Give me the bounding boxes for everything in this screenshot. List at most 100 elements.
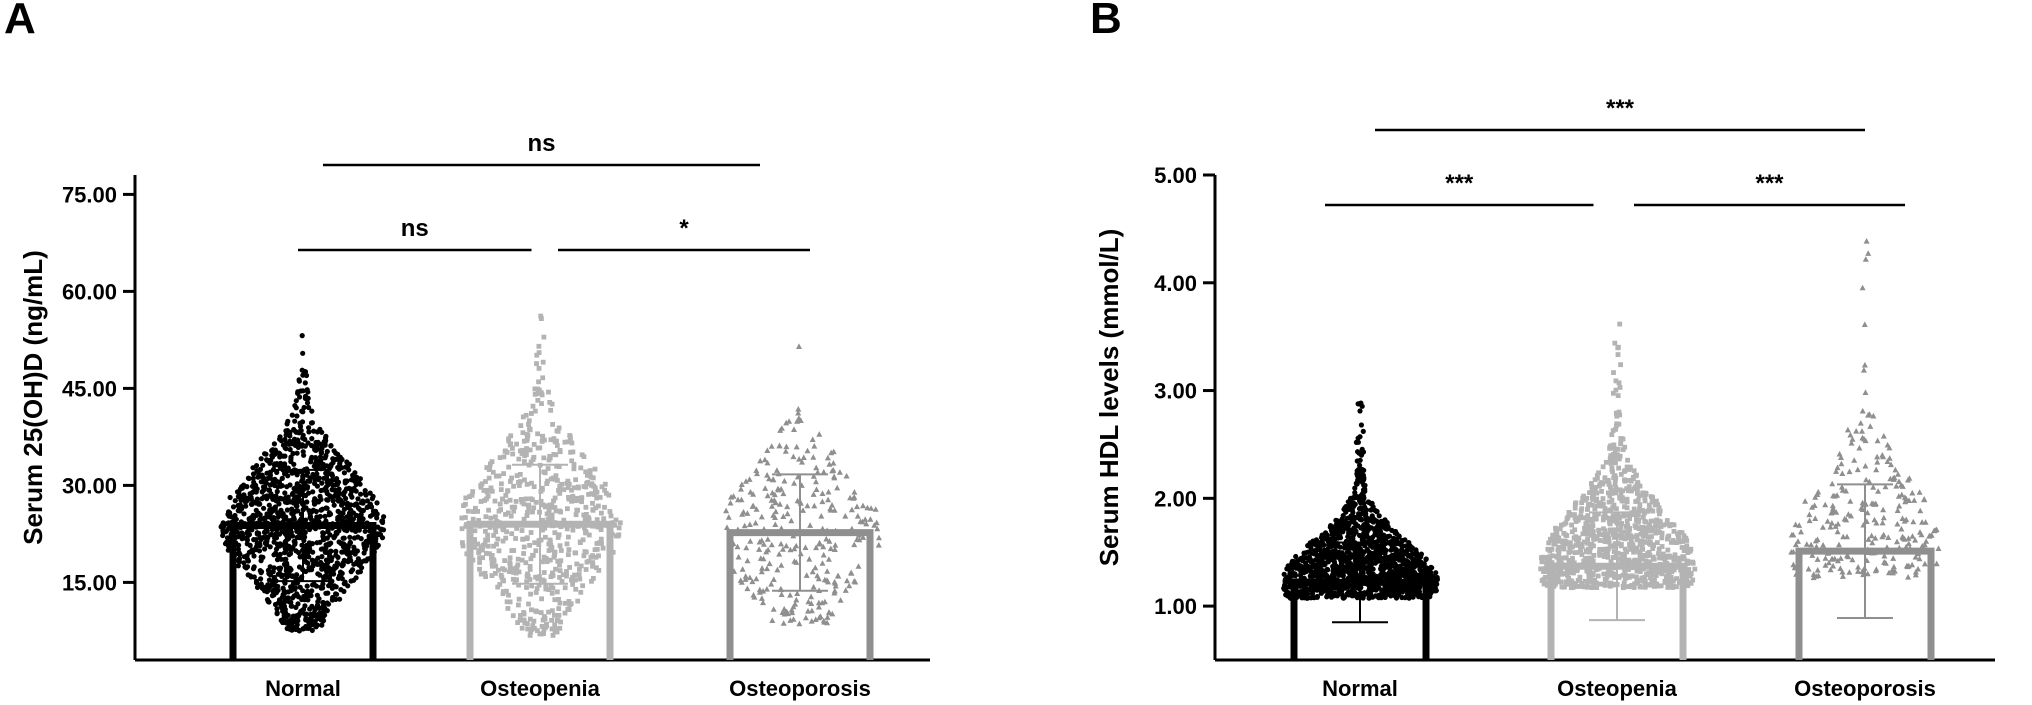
data-point [290, 581, 296, 587]
data-point [1583, 521, 1589, 527]
data-point [772, 499, 779, 506]
data-point [1559, 522, 1564, 528]
data-point [300, 435, 306, 441]
data-point [1659, 530, 1665, 536]
data-point [341, 492, 347, 498]
data-point [1384, 573, 1390, 579]
data-point [1588, 545, 1593, 551]
data-point [1872, 535, 1879, 541]
data-point [334, 481, 340, 487]
data-point [770, 512, 777, 518]
data-point [353, 488, 359, 494]
data-point [1618, 436, 1624, 441]
data-point [1362, 543, 1368, 549]
data-point [1592, 506, 1598, 511]
data-point [1564, 568, 1570, 574]
data-point [1614, 506, 1619, 512]
data-point [819, 560, 826, 566]
data-point [565, 606, 571, 612]
data-point [317, 513, 323, 520]
data-point [818, 513, 825, 519]
data-point [769, 503, 775, 509]
data-point [550, 573, 556, 578]
data-point [1609, 497, 1615, 503]
data-point [303, 372, 310, 379]
data-point [1558, 557, 1564, 563]
data-point [1284, 566, 1290, 572]
data-point [336, 490, 342, 496]
data-point [809, 436, 816, 442]
data-point [1642, 498, 1648, 504]
data-point [1566, 550, 1572, 555]
data-point [280, 572, 286, 578]
data-point [1408, 552, 1414, 558]
data-point [539, 518, 545, 523]
error-bar-normal [1332, 541, 1388, 624]
data-point [1281, 585, 1287, 591]
data-point [824, 614, 831, 620]
data-point [583, 484, 589, 490]
data-point [811, 502, 818, 509]
data-point [549, 617, 554, 623]
data-point [538, 498, 544, 504]
data-point [320, 537, 326, 543]
data-point [1541, 569, 1546, 574]
data-point [1618, 441, 1623, 446]
data-point [526, 418, 532, 424]
data-point [1843, 487, 1849, 494]
data-point [347, 513, 353, 519]
data-point [299, 333, 305, 339]
data-point [1935, 545, 1942, 551]
data-point [747, 489, 754, 495]
data-point [855, 563, 862, 569]
data-point [1674, 540, 1679, 545]
data-point [1617, 385, 1623, 390]
data-point [572, 550, 578, 556]
data-point [1628, 547, 1634, 552]
data-point [827, 545, 834, 552]
data-point [296, 628, 302, 634]
data-point [313, 624, 319, 630]
data-point [553, 508, 559, 514]
data-point [1399, 547, 1405, 553]
data-point [829, 467, 836, 474]
data-point [1374, 508, 1380, 514]
data-point [843, 472, 850, 479]
data-point [1394, 550, 1400, 557]
data-point [514, 473, 520, 478]
data-point [794, 590, 801, 596]
data-point [1822, 501, 1829, 508]
data-point [1624, 464, 1630, 470]
data-point [594, 489, 600, 495]
data-point [523, 496, 529, 502]
data-point [1361, 558, 1367, 564]
data-point [307, 546, 313, 552]
data-point [1612, 459, 1617, 464]
data-point [262, 477, 268, 484]
data-point [752, 519, 759, 526]
data-point [1837, 565, 1844, 571]
data-point [1814, 567, 1821, 573]
data-point [1634, 533, 1640, 538]
data-point [601, 516, 607, 522]
data-point [526, 421, 531, 427]
data-point [491, 533, 496, 538]
data-point [557, 568, 563, 573]
data-point [1638, 531, 1644, 537]
data-point [324, 448, 330, 455]
data-point [310, 549, 316, 555]
data-point [741, 522, 748, 529]
data-point [816, 431, 823, 437]
data-point [493, 514, 498, 520]
data-point [317, 572, 323, 578]
data-point [1617, 453, 1623, 459]
data-point [277, 495, 283, 501]
data-point [1361, 482, 1367, 488]
data-point [580, 583, 585, 589]
data-point [283, 440, 289, 446]
data-point [367, 490, 373, 496]
data-point [1585, 581, 1590, 587]
data-point [1373, 587, 1379, 593]
data-point [1388, 547, 1394, 553]
data-point [497, 501, 503, 507]
